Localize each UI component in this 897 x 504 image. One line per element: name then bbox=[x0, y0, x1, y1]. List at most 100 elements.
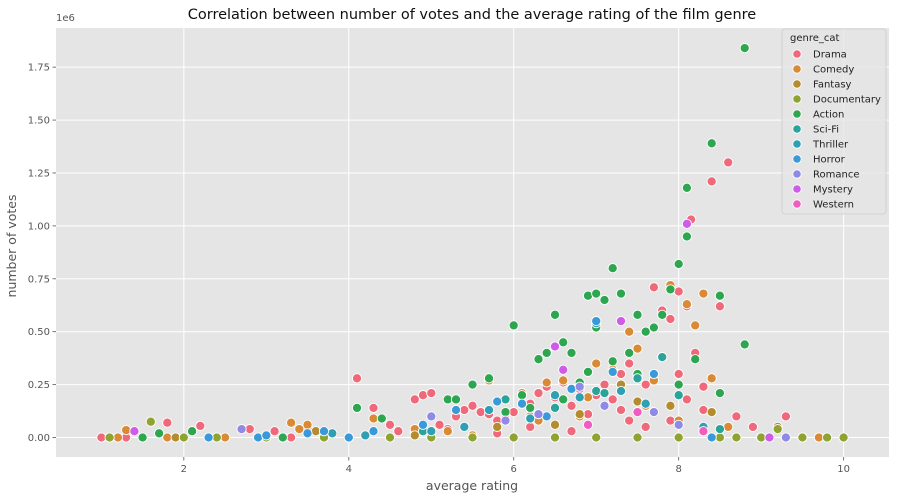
data-point bbox=[541, 347, 552, 358]
data-point bbox=[558, 337, 569, 348]
data-point bbox=[698, 381, 709, 392]
data-point bbox=[549, 402, 561, 413]
legend-title: genre_cat bbox=[790, 33, 840, 44]
data-point bbox=[450, 394, 462, 405]
data-point bbox=[549, 419, 561, 430]
data-point bbox=[624, 326, 635, 337]
data-point bbox=[467, 379, 478, 390]
data-point bbox=[384, 419, 396, 430]
legend-marker bbox=[792, 124, 802, 134]
data-point bbox=[368, 402, 379, 413]
data-point bbox=[632, 432, 643, 443]
data-point bbox=[615, 404, 627, 416]
data-point bbox=[739, 43, 750, 54]
data-point bbox=[566, 347, 577, 358]
data-point bbox=[178, 432, 189, 443]
legend-marker bbox=[792, 64, 802, 74]
y-tick-label: 0.00 bbox=[28, 433, 50, 444]
data-point bbox=[764, 432, 775, 443]
data-point bbox=[648, 322, 659, 333]
data-point bbox=[640, 379, 651, 390]
data-point bbox=[253, 432, 264, 443]
data-point bbox=[162, 432, 173, 443]
data-point bbox=[591, 316, 602, 327]
data-point bbox=[599, 400, 610, 411]
data-point bbox=[121, 425, 132, 436]
data-point bbox=[483, 404, 495, 416]
data-point bbox=[582, 392, 594, 403]
data-point bbox=[591, 385, 602, 397]
data-point bbox=[525, 402, 536, 413]
data-point bbox=[558, 375, 569, 386]
legend-item: Documentary bbox=[792, 94, 881, 106]
data-point bbox=[426, 426, 437, 437]
data-point bbox=[624, 347, 635, 358]
data-point bbox=[673, 258, 684, 270]
legend-marker bbox=[792, 49, 802, 59]
y-tick-label: 0.50 bbox=[28, 327, 50, 338]
data-point bbox=[516, 398, 528, 409]
data-point bbox=[591, 358, 602, 369]
data-point bbox=[302, 428, 313, 439]
data-point bbox=[525, 421, 536, 432]
data-point bbox=[681, 218, 692, 229]
data-point bbox=[648, 368, 659, 380]
data-point bbox=[558, 364, 569, 375]
data-point bbox=[409, 430, 420, 441]
legend-label: Thriller bbox=[812, 140, 849, 151]
legend-label: Romance bbox=[813, 170, 859, 181]
data-point bbox=[220, 432, 231, 443]
data-point bbox=[607, 263, 618, 274]
data-point bbox=[112, 432, 123, 443]
y-tick-label: 1.50 bbox=[28, 116, 50, 127]
legend: genre_cat Drama Comedy Fantasy Documentary A… bbox=[781, 28, 887, 215]
y-axis-ticks: 0.00 0.25 0.50 0.75 1.00 1.25 1.50 1.75 bbox=[28, 63, 56, 444]
data-point bbox=[286, 432, 297, 443]
data-point bbox=[137, 432, 148, 443]
data-point bbox=[731, 411, 742, 422]
data-point bbox=[162, 417, 173, 428]
data-point bbox=[558, 394, 569, 405]
data-point bbox=[549, 309, 561, 320]
data-point bbox=[582, 409, 594, 420]
data-point bbox=[665, 400, 676, 411]
data-point bbox=[286, 417, 297, 428]
y-tick-label: 1.00 bbox=[28, 221, 50, 232]
data-point bbox=[566, 400, 577, 411]
data-point bbox=[384, 432, 396, 443]
data-point bbox=[566, 426, 577, 437]
data-point bbox=[648, 282, 659, 293]
legend-box bbox=[781, 28, 887, 215]
data-point bbox=[574, 381, 585, 392]
data-point bbox=[657, 352, 668, 363]
data-point bbox=[591, 432, 602, 443]
data-point bbox=[615, 316, 627, 327]
data-point bbox=[500, 415, 511, 426]
y-axis-label: number of votes bbox=[4, 195, 19, 298]
data-point bbox=[698, 404, 709, 416]
data-point bbox=[500, 407, 511, 418]
data-point bbox=[673, 432, 684, 443]
data-point bbox=[673, 419, 684, 430]
data-point bbox=[302, 419, 313, 430]
x-tick-label: 6 bbox=[511, 464, 517, 475]
data-point bbox=[376, 413, 387, 424]
data-point bbox=[698, 288, 709, 299]
legend-label: Sci-Fi bbox=[813, 125, 839, 136]
data-point bbox=[706, 176, 717, 187]
plot-background bbox=[56, 28, 889, 457]
data-point bbox=[360, 430, 371, 441]
data-point bbox=[467, 400, 478, 411]
data-point bbox=[624, 358, 635, 369]
data-point bbox=[459, 421, 470, 432]
legend-marker bbox=[792, 184, 802, 194]
data-point bbox=[566, 383, 577, 394]
data-point bbox=[673, 390, 684, 401]
data-point bbox=[104, 432, 115, 443]
data-point bbox=[129, 426, 140, 437]
data-point bbox=[665, 415, 676, 426]
data-point bbox=[500, 394, 511, 405]
data-point bbox=[533, 354, 544, 365]
data-point bbox=[541, 411, 552, 422]
x-axis-ticks: 2 4 6 8 10 bbox=[181, 457, 850, 475]
